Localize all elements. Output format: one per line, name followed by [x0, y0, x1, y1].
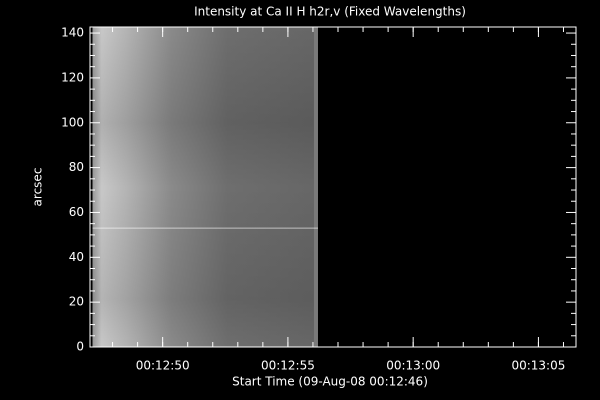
y-tick-label: 120	[61, 70, 84, 84]
x-tick-label: 00:13:05	[511, 359, 565, 373]
y-tick-label: 0	[76, 340, 84, 354]
image-edge	[313, 27, 318, 347]
plot-frame	[89, 26, 577, 348]
chart-title: Intensity at Ca II H h2r,v (Fixed Wavele…	[194, 5, 466, 19]
y-tick-label: 20	[69, 295, 84, 309]
y-tick-label: 40	[69, 250, 84, 264]
x-tick-label: 00:12:50	[136, 359, 190, 373]
y-tick-label: 60	[69, 205, 84, 219]
x-tick-label: 00:13:00	[386, 359, 440, 373]
y-tick-label: 80	[69, 160, 84, 174]
x-axis-label: Start Time (09-Aug-08 00:12:46)	[232, 375, 428, 389]
intensity-shading	[92, 27, 318, 347]
x-tick-label: 00:12:55	[261, 359, 315, 373]
y-axis-label: arcsec	[31, 168, 45, 207]
y-tick-label: 100	[61, 115, 84, 129]
y-tick-label: 140	[61, 26, 84, 40]
